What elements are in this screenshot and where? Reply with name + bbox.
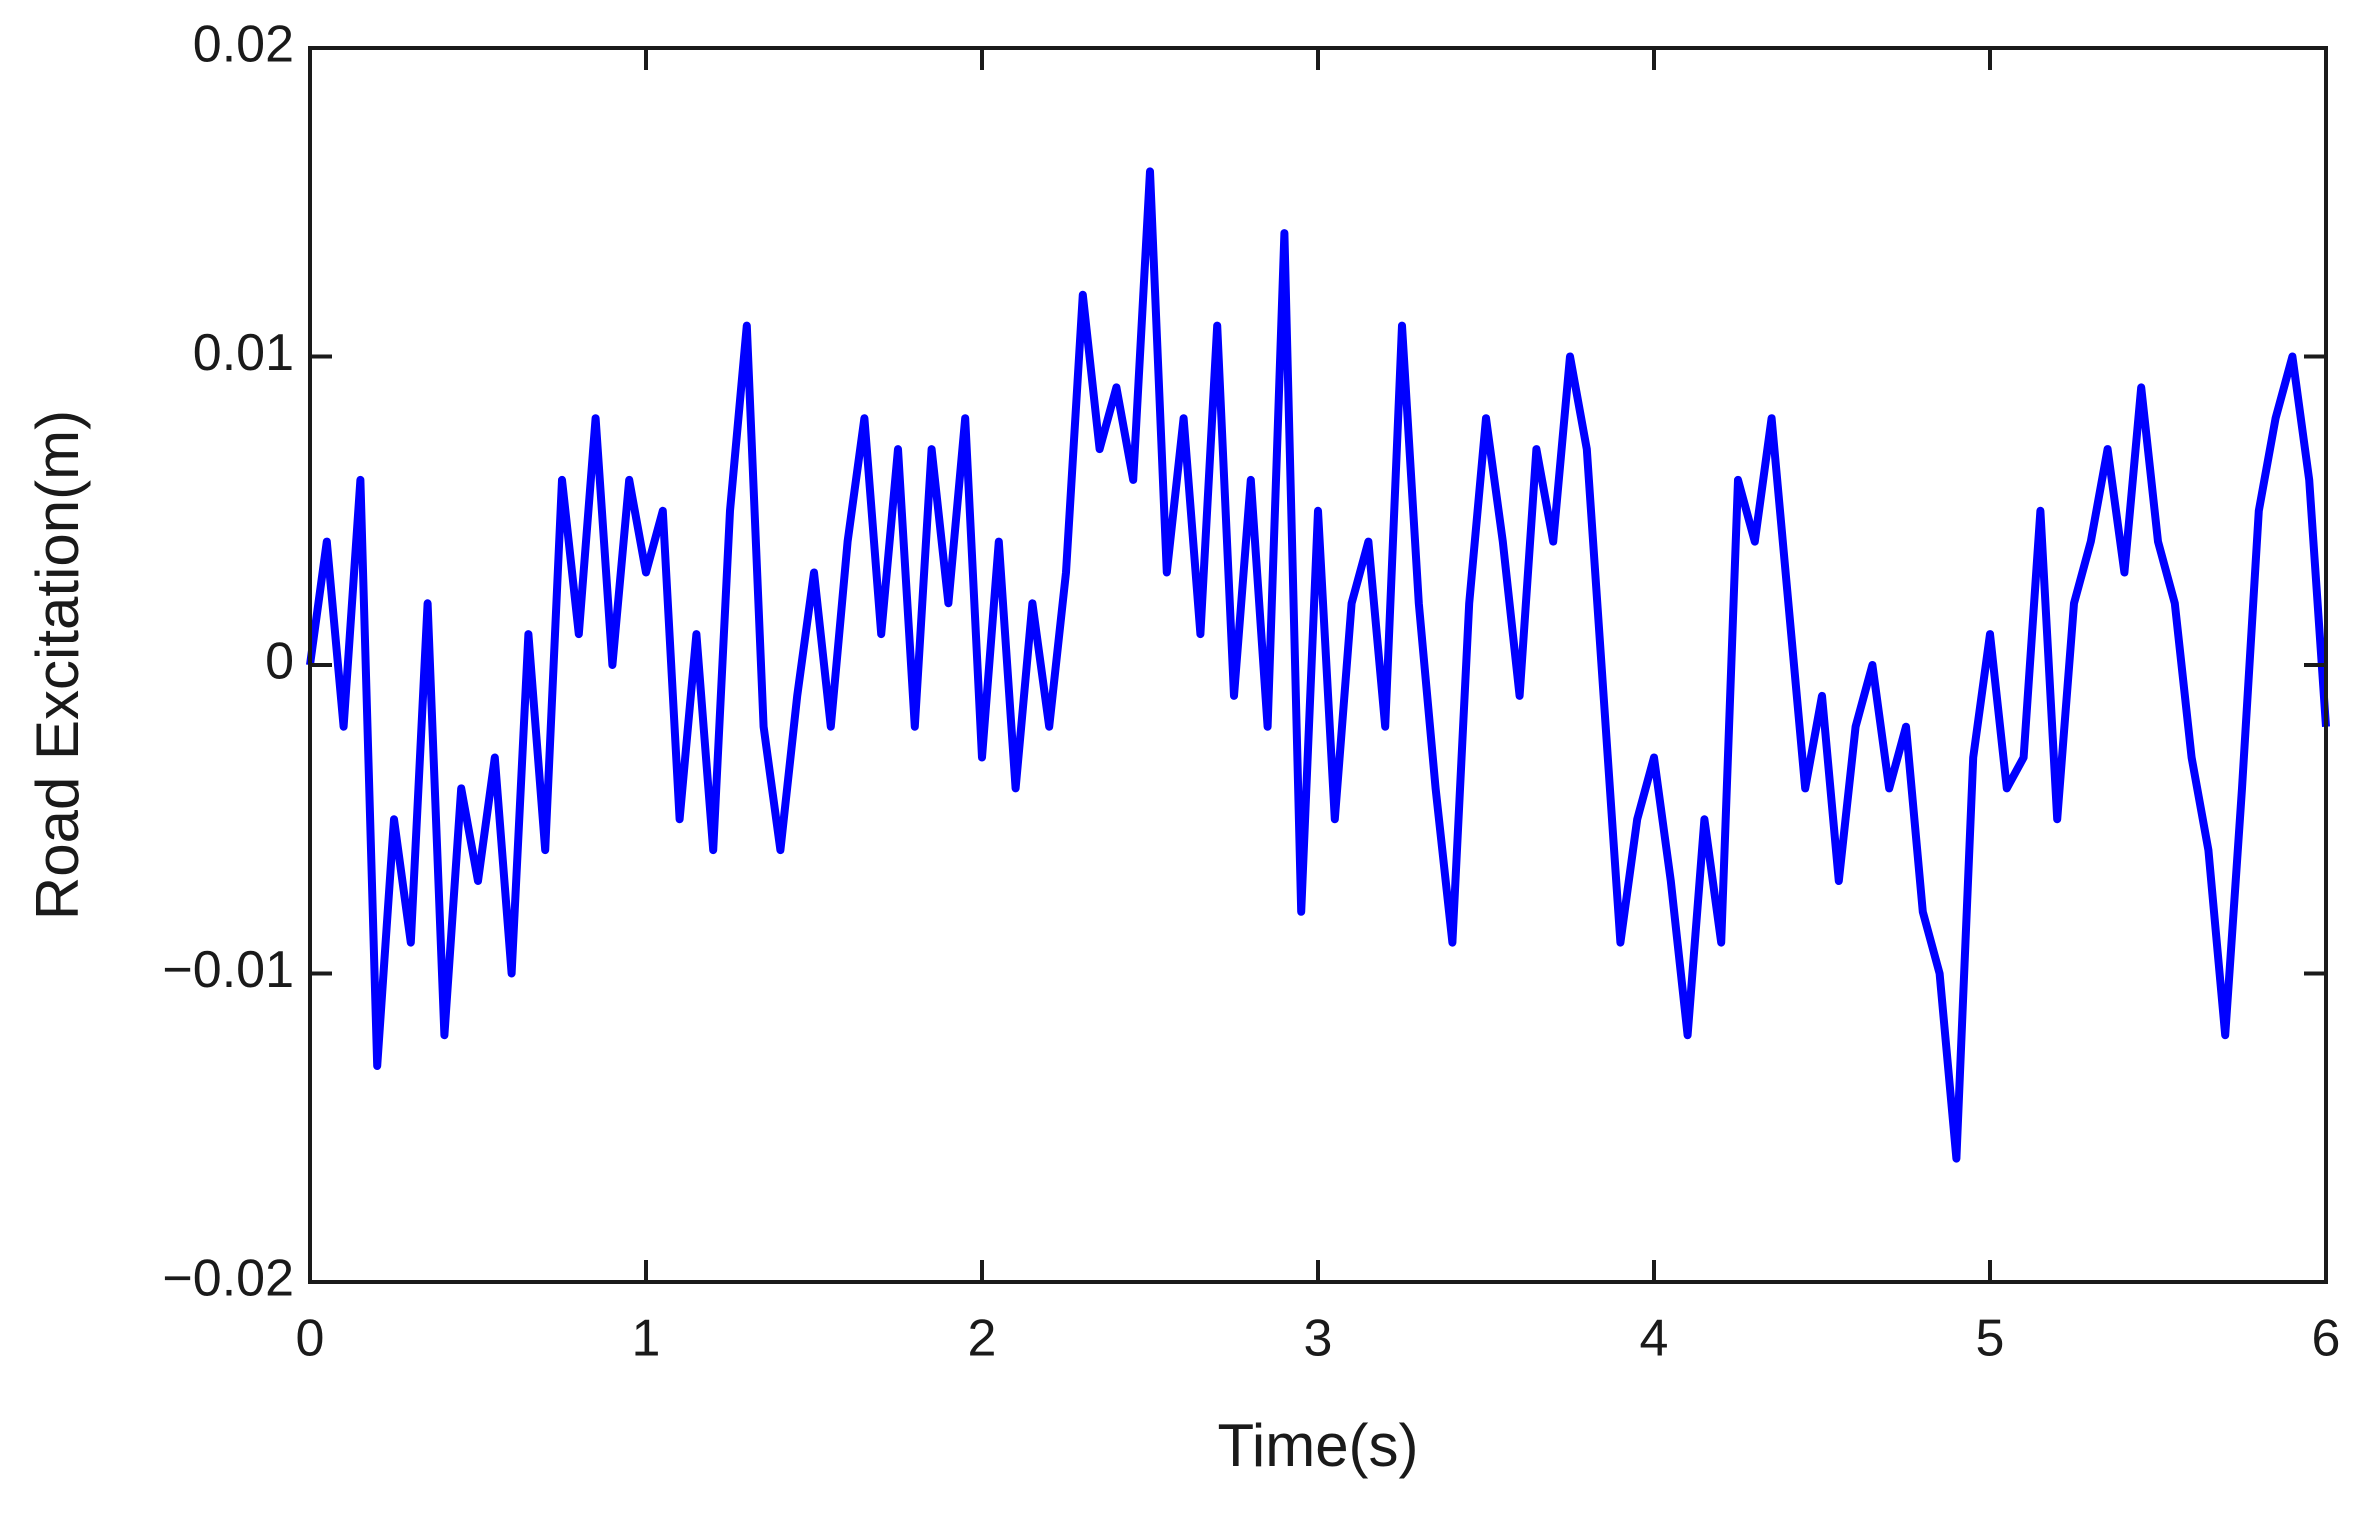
data-line	[306, 167, 2330, 1163]
y-tick-label: 0	[265, 633, 294, 691]
x-tick-label: 5	[1976, 1310, 2005, 1368]
y-tick-label: −0.02	[162, 1250, 294, 1308]
y-tick-label: −0.01	[162, 941, 294, 999]
y-tick-label: 0.02	[193, 16, 294, 74]
x-tick-label: 2	[968, 1310, 997, 1368]
x-tick-label: 3	[1304, 1310, 1333, 1368]
x-tick-label: 4	[1640, 1310, 1669, 1368]
y-axis-label: Road Excitation(m)	[24, 410, 91, 920]
x-tick-label: 1	[632, 1310, 661, 1368]
x-axis-label: Time(s)	[1217, 1412, 1418, 1479]
x-tick-label: 6	[2312, 1310, 2341, 1368]
x-tick-label: 0	[296, 1310, 325, 1368]
y-tick-label: 0.01	[193, 324, 294, 382]
